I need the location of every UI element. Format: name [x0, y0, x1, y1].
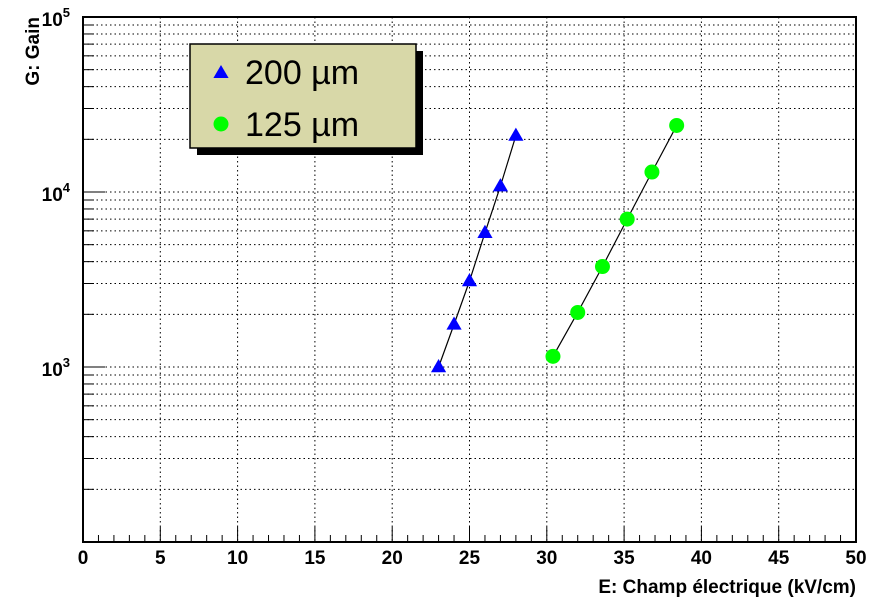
data-point-circle [594, 259, 610, 275]
series-line-0 [438, 135, 517, 368]
series-line-1 [552, 125, 678, 357]
data-point-triangle [508, 127, 524, 141]
y-tick-label: 105 [42, 5, 70, 31]
legend: 200 µm 125 µm [189, 43, 423, 155]
axis-ticks [82, 24, 857, 543]
data-point-circle [644, 164, 660, 180]
tick-labels: 0 5 10 15 20 25 30 35 40 45 50 103 104 105 [42, 5, 867, 569]
grid [83, 17, 856, 542]
x-tick-label: 40 [691, 548, 712, 569]
data-point-triangle [430, 359, 447, 373]
legend-circle-icon [213, 116, 229, 132]
x-tick-label: 0 [78, 548, 89, 569]
legend-box [189, 43, 417, 149]
y-axis-title: G: Gain [23, 17, 44, 86]
data-point-triangle [461, 273, 478, 287]
x-tick-label: 5 [155, 548, 166, 569]
series-lines [438, 125, 678, 368]
data-point-circle [619, 211, 635, 227]
data-point-triangle [477, 224, 493, 238]
y-tick-label: 103 [42, 355, 70, 381]
legend-entry-200um: 200 µm [245, 54, 359, 92]
x-tick-label: 20 [382, 548, 403, 569]
x-tick-label: 15 [304, 548, 326, 569]
x-tick-label: 30 [536, 548, 557, 569]
data-point-circle [570, 304, 586, 320]
legend-entry-125um: 125 µm [245, 106, 359, 144]
x-tick-label: 35 [614, 548, 636, 569]
y-tick-label: 104 [42, 180, 71, 206]
legend-triangle-icon [213, 65, 229, 78]
x-axis-title: E: Champ électrique (kV/cm) [598, 577, 856, 598]
data-marks [430, 117, 685, 373]
data-point-circle [669, 117, 685, 133]
data-point-circle [545, 348, 561, 364]
x-tick-label: 25 [459, 548, 481, 569]
x-tick-label: 10 [227, 548, 248, 569]
data-point-triangle [492, 178, 509, 192]
x-tick-label: 45 [768, 548, 790, 569]
data-point-triangle [446, 316, 462, 330]
x-tick-label: 50 [845, 548, 866, 569]
